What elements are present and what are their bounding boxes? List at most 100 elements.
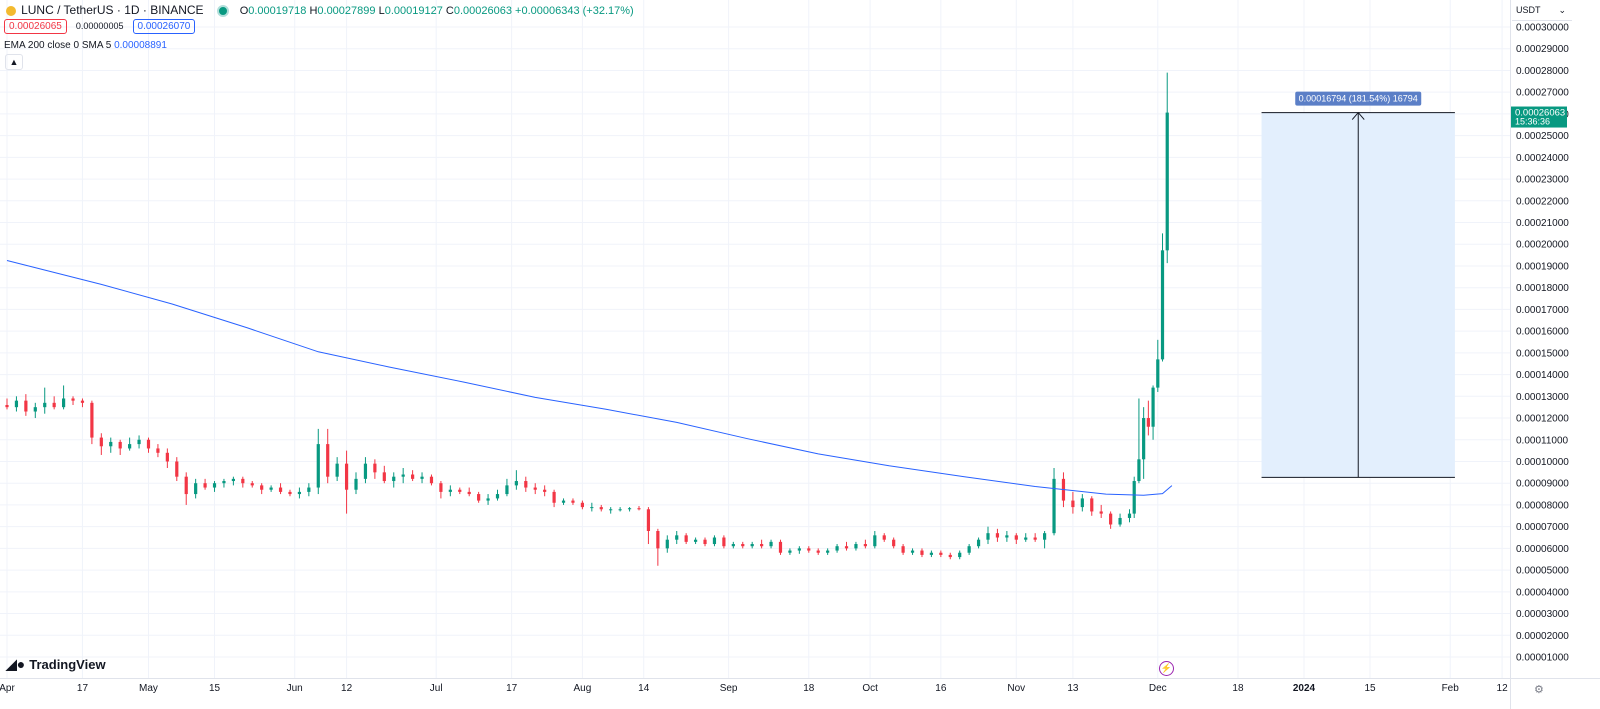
candle — [637, 506, 641, 511]
candle-body — [109, 441, 113, 447]
ohlc-open-value: 0.00019718 — [248, 5, 307, 17]
candle — [420, 472, 424, 484]
measure-label-text: 0.00016794 (181.54%) 16794 — [1299, 94, 1418, 104]
candle-body — [495, 494, 500, 499]
time-axis[interactable]: Apr 17 May 15 Jun 12 Jul 17 Aug 14 Sep 18 Oct 16 Nov 13… — [0, 678, 1600, 695]
bar-countdown: 15:36:36 — [1515, 117, 1550, 127]
candle — [533, 483, 537, 495]
candle-body — [14, 400, 19, 408]
candle — [429, 474, 434, 486]
candle-body — [778, 541, 783, 553]
candle — [269, 485, 273, 492]
candle — [439, 481, 443, 499]
candle — [495, 489, 500, 501]
candle — [401, 468, 405, 484]
symbol-logo-icon — [6, 6, 16, 17]
candle — [854, 541, 858, 551]
candle — [335, 457, 339, 482]
candle-body — [637, 508, 641, 510]
candle-body — [165, 452, 169, 462]
price-tick-label: 0.00022000 — [1516, 196, 1569, 207]
candle — [43, 387, 47, 414]
indicator-label: EMA 200 close 0 SMA 5 — [4, 40, 112, 51]
candle — [392, 472, 396, 488]
candle — [1118, 513, 1122, 527]
candle-body — [675, 535, 679, 540]
candle — [250, 481, 254, 488]
candle — [260, 483, 264, 495]
candle — [939, 550, 943, 558]
candle-body — [194, 483, 198, 495]
candle-body — [1080, 498, 1084, 508]
chevron-down-icon: ⌄ — [1558, 5, 1566, 15]
candle — [1127, 509, 1132, 523]
time-tick-label: 2024 — [1293, 683, 1316, 694]
candle-body — [203, 483, 207, 488]
candle — [778, 539, 783, 555]
candle — [571, 498, 575, 505]
ohlc-low-value: 0.00019127 — [384, 5, 443, 17]
candle — [788, 548, 792, 555]
candle — [382, 465, 386, 484]
candle — [146, 437, 151, 453]
measure-label-box — [1295, 91, 1422, 106]
candle — [5, 398, 9, 410]
candle — [807, 546, 811, 553]
candle — [128, 437, 132, 451]
candle-body — [731, 544, 735, 547]
candle — [222, 478, 226, 488]
lightning-icon[interactable]: ⚡ — [1159, 661, 1174, 676]
time-tick-label: 15 — [209, 683, 221, 694]
price-tick-label: 0.00019000 — [1516, 261, 1569, 272]
price-range-measure[interactable]: 0.00016794 (181.54%) 16794 — [1261, 91, 1455, 478]
candle-body — [543, 489, 547, 492]
candle — [1033, 533, 1037, 542]
indicator-value: 0.00008891 — [114, 40, 167, 51]
candle — [712, 535, 717, 547]
candle — [316, 428, 320, 495]
time-tick-label: 14 — [638, 683, 650, 694]
candle — [760, 539, 764, 549]
candle-body — [703, 539, 707, 545]
candle — [1005, 531, 1009, 542]
gear-icon[interactable]: ⚙ — [1534, 684, 1544, 696]
candle-body — [995, 533, 1000, 538]
sell-button[interactable]: 0.00026065 — [4, 19, 67, 34]
candle-body — [797, 548, 801, 551]
candle-body — [1052, 478, 1056, 534]
candle-body — [260, 485, 264, 490]
candle — [14, 396, 19, 412]
spread-value: 0.00000005 — [75, 21, 124, 31]
candle — [175, 457, 179, 482]
ohlc-close-value: 0.00026063 — [453, 5, 512, 17]
time-tick-label: 18 — [1232, 683, 1244, 694]
candle-body — [1132, 481, 1136, 514]
candle-body — [297, 491, 302, 495]
price-tick-label: 0.00001000 — [1516, 653, 1569, 664]
candle — [750, 541, 754, 549]
currency-selector[interactable]: USDT ⌄ — [1512, 0, 1572, 21]
price-tick-label: 0.00025000 — [1516, 131, 1569, 142]
candle-body — [1014, 535, 1018, 540]
candle — [1080, 494, 1084, 512]
candle — [297, 487, 302, 499]
indicator-legend[interactable]: EMA 200 close 0 SMA 5 0.00008891 — [4, 40, 167, 51]
candle — [1052, 468, 1056, 536]
time-tick-label: Aug — [573, 683, 591, 694]
symbol-title[interactable]: LUNC / TetherUS · 1D · BINANCE — [21, 3, 204, 17]
candle-body — [439, 483, 443, 492]
ohlc-high-value: 0.00027899 — [317, 5, 376, 17]
currency-label: USDT — [1516, 5, 1541, 15]
candle — [118, 439, 122, 455]
candle-body — [61, 398, 66, 408]
candle-body — [363, 463, 368, 479]
candle — [1071, 491, 1075, 514]
candle — [458, 487, 462, 495]
collapse-legend-button[interactable]: ▲ — [5, 54, 23, 70]
candle — [1142, 407, 1146, 479]
buy-button[interactable]: 0.00026070 — [132, 19, 196, 34]
price-axis[interactable]: 0.00030000 0.00029000 0.00028000 0.00027000… — [1510, 0, 1570, 709]
candle — [212, 481, 217, 492]
tradingview-logo[interactable]: ◢● TradingView — [6, 656, 106, 673]
